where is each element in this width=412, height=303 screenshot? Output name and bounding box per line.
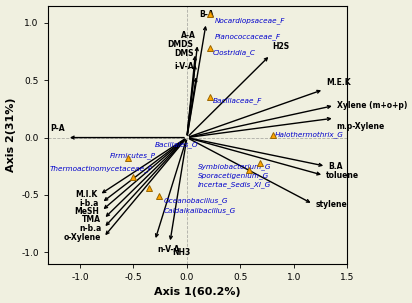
Text: B.A: B.A — [328, 162, 343, 171]
Text: H2S: H2S — [273, 42, 290, 52]
Text: n-b.a: n-b.a — [79, 224, 101, 233]
Text: Caldalkalibacillus_G: Caldalkalibacillus_G — [164, 208, 236, 215]
Text: i-V-A: i-V-A — [175, 62, 194, 71]
Text: Bacillaceae_F: Bacillaceae_F — [213, 98, 262, 104]
Text: stylene: stylene — [315, 200, 347, 209]
Text: Nocardiopsaceae_F: Nocardiopsaceae_F — [215, 17, 285, 24]
Text: TMA: TMA — [82, 215, 101, 224]
Text: DMDS: DMDS — [167, 40, 193, 49]
Text: P-A: P-A — [50, 124, 65, 133]
Text: M.I.K: M.I.K — [75, 191, 97, 199]
Text: MeSH: MeSH — [74, 207, 99, 215]
Text: B-A: B-A — [199, 10, 213, 19]
Text: o-Xylene: o-Xylene — [64, 233, 101, 242]
Text: Oceanobacillus_G: Oceanobacillus_G — [164, 197, 228, 204]
Text: NH3: NH3 — [172, 248, 190, 257]
Text: Incertae_Sedis_XI_G: Incertae_Sedis_XI_G — [198, 181, 271, 188]
X-axis label: Axis 1(60.2%): Axis 1(60.2%) — [154, 288, 241, 298]
Text: Sporacetigenium_G: Sporacetigenium_G — [198, 172, 269, 179]
Text: Clostridia_C: Clostridia_C — [213, 49, 255, 56]
Text: Xylene (m+o+p): Xylene (m+o+p) — [337, 101, 407, 110]
Text: i-b.a: i-b.a — [80, 198, 99, 208]
Text: Symbiobacterium_G: Symbiobacterium_G — [198, 163, 271, 170]
Text: m.p-Xylene: m.p-Xylene — [337, 122, 385, 131]
Text: toluene: toluene — [326, 171, 359, 180]
Text: Bacillales_O: Bacillales_O — [155, 141, 199, 148]
Text: Thermoactinomycetaceae_F: Thermoactinomycetaceae_F — [50, 165, 153, 172]
Text: A-A: A-A — [180, 31, 195, 40]
Text: Planococcaceae_F: Planococcaceae_F — [215, 33, 281, 40]
Text: Firmicutes_P: Firmicutes_P — [110, 152, 156, 159]
Text: DMS: DMS — [174, 49, 193, 58]
Text: n-V-A: n-V-A — [157, 245, 180, 255]
Y-axis label: Axis 2(31%): Axis 2(31%) — [5, 98, 16, 172]
Text: Halothermothrix_G: Halothermothrix_G — [275, 131, 344, 138]
Text: M.E.K: M.E.K — [326, 78, 351, 87]
